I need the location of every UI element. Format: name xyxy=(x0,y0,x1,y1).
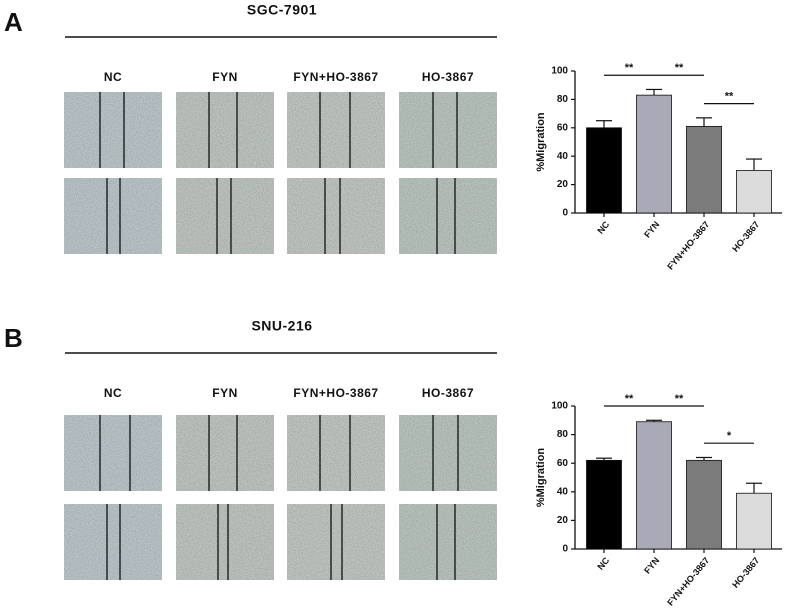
bar xyxy=(586,127,622,214)
y-tick-label: 20 xyxy=(557,179,569,190)
bar xyxy=(636,94,672,214)
bar xyxy=(586,459,622,550)
x-tick-label: NC xyxy=(595,555,611,572)
y-tick-label: 80 xyxy=(557,94,569,105)
significance-label: ** xyxy=(725,91,734,103)
y-axis-label: %Migration xyxy=(535,112,547,172)
image-column-label: FYN xyxy=(212,70,238,84)
y-tick-label: 40 xyxy=(557,151,569,162)
micrograph-texture xyxy=(176,504,274,580)
micrograph-texture xyxy=(64,92,162,168)
y-tick-label: 0 xyxy=(562,544,568,555)
micrograph-texture xyxy=(64,178,162,254)
x-tick-label: FYN+HO-3867 xyxy=(665,555,711,607)
y-tick-label: 40 xyxy=(557,486,569,497)
image-column-label: NC xyxy=(104,70,122,84)
bar xyxy=(686,125,722,214)
x-tick-label: NC xyxy=(595,219,611,236)
panel-label: A xyxy=(4,7,23,37)
significance-label: ** xyxy=(675,393,684,405)
micrograph-texture xyxy=(287,415,385,491)
micrograph-texture xyxy=(399,92,497,168)
image-column-label: NC xyxy=(104,386,122,400)
micrograph-texture xyxy=(399,504,497,580)
micrograph-texture xyxy=(64,415,162,491)
bar xyxy=(736,492,772,550)
y-tick-label: 60 xyxy=(557,458,569,469)
x-tick-label: HO-3867 xyxy=(730,219,761,253)
micrograph-texture xyxy=(176,92,274,168)
micrograph-texture xyxy=(399,415,497,491)
y-tick-label: 60 xyxy=(557,122,569,133)
x-tick-label: FYN+HO-3867 xyxy=(665,219,711,271)
bar xyxy=(736,169,772,214)
image-column-label: FYN+HO-3867 xyxy=(293,70,378,84)
significance-label: ** xyxy=(625,393,634,405)
panel-title: SNU-216 xyxy=(251,318,312,334)
image-column-label: FYN+HO-3867 xyxy=(293,386,378,400)
panel-title: SGC-7901 xyxy=(247,2,317,18)
bar xyxy=(686,459,722,550)
micrograph-texture xyxy=(287,92,385,168)
x-tick-label: FYN xyxy=(642,219,661,239)
y-tick-label: 0 xyxy=(562,208,568,219)
image-column-label: HO-3867 xyxy=(422,70,474,84)
significance-label: ** xyxy=(625,62,634,74)
significance-label: * xyxy=(727,430,732,442)
x-tick-label: HO-3867 xyxy=(730,555,761,589)
y-tick-label: 100 xyxy=(551,66,568,77)
y-axis-label: %Migration xyxy=(535,448,547,508)
micrograph-texture xyxy=(176,415,274,491)
y-tick-label: 20 xyxy=(557,515,569,526)
image-column-label: HO-3867 xyxy=(422,386,474,400)
y-tick-label: 100 xyxy=(551,401,568,412)
significance-label: ** xyxy=(675,62,684,74)
y-tick-label: 80 xyxy=(557,429,569,440)
x-tick-label: FYN xyxy=(642,555,661,575)
panel-label: B xyxy=(4,323,23,353)
micrograph-texture xyxy=(287,504,385,580)
micrograph-texture xyxy=(399,178,497,254)
bar xyxy=(636,421,672,550)
micrograph-texture xyxy=(64,504,162,580)
image-column-label: FYN xyxy=(212,386,238,400)
micrograph-texture xyxy=(287,178,385,254)
micrograph-texture xyxy=(176,178,274,254)
